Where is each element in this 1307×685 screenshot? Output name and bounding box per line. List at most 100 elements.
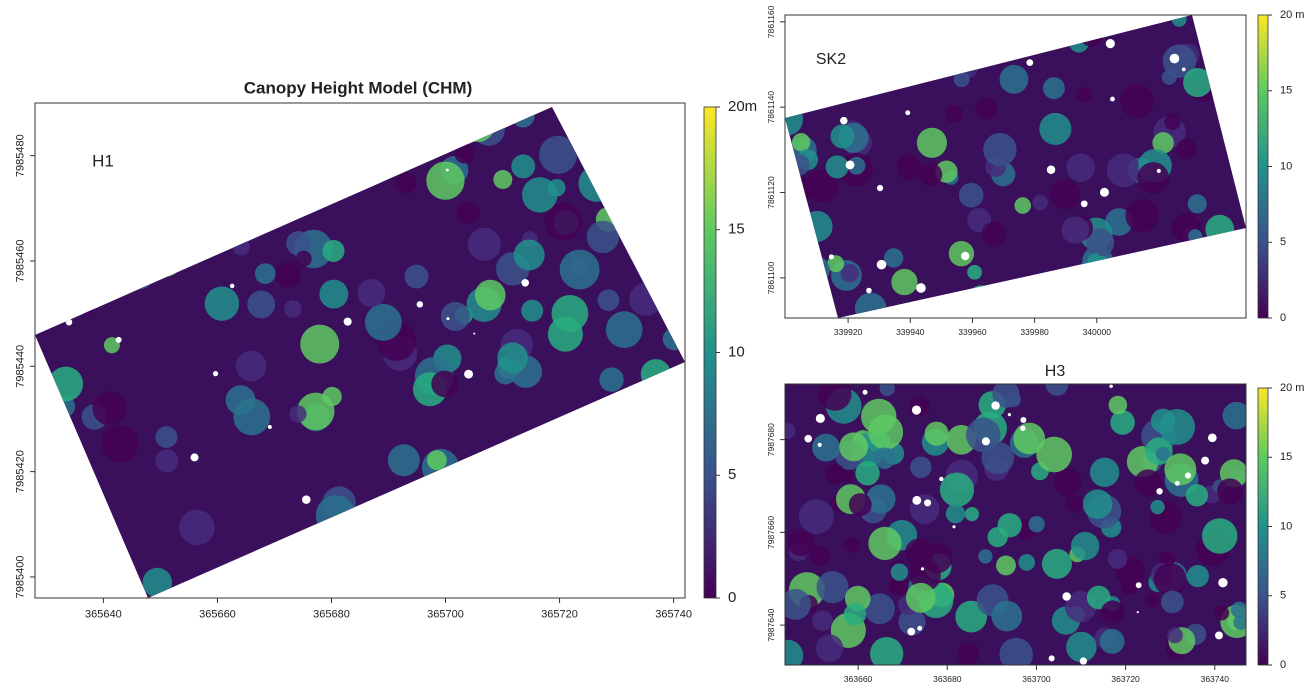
gap — [1137, 611, 1139, 613]
canopy-blob — [849, 493, 872, 516]
gap — [1110, 97, 1115, 102]
canopy-blob — [982, 222, 1006, 246]
gap — [1109, 385, 1112, 388]
canopy-blob — [1065, 495, 1083, 513]
canopy-blob — [959, 183, 984, 208]
gap — [846, 160, 855, 169]
gap — [982, 437, 990, 445]
canopy-blob — [404, 265, 428, 289]
colorbar — [704, 107, 716, 598]
canopy-blob — [476, 449, 515, 488]
canopy-blob — [355, 153, 376, 174]
y-tick-label: 7985480 — [14, 134, 26, 177]
gap — [639, 216, 649, 226]
canopy-blob — [589, 509, 629, 549]
canopy-blob — [949, 241, 974, 266]
gap — [863, 390, 868, 395]
canopy-blob — [1204, 295, 1235, 326]
gap — [1208, 433, 1217, 442]
canopy-blob — [983, 133, 1016, 166]
gap — [476, 528, 479, 531]
x-tick-label: 365720 — [541, 609, 578, 621]
x-tick-label: 363740 — [1201, 674, 1230, 684]
canopy-blob — [855, 461, 879, 485]
gap — [866, 288, 872, 294]
canopy-blob — [255, 130, 279, 154]
canopy-blob — [641, 359, 671, 389]
canopy-blob — [772, 640, 803, 671]
gap — [816, 414, 825, 423]
y-tick-label: 7861140 — [766, 91, 776, 124]
canopy-blob — [780, 423, 796, 439]
canopy-blob — [1114, 256, 1136, 278]
gap — [454, 544, 457, 547]
gap — [818, 443, 822, 447]
gap — [840, 117, 848, 125]
canopy-blob — [500, 529, 517, 546]
canopy-blob — [522, 177, 557, 212]
gap — [1010, 291, 1017, 298]
canopy-blob — [946, 504, 965, 523]
canopy-blob — [497, 342, 528, 373]
canopy-blob — [236, 351, 267, 382]
canopy-blob — [812, 610, 833, 631]
canopy-blob — [323, 577, 350, 604]
canopy-blob — [322, 240, 344, 262]
x-tick-label: 365640 — [85, 609, 122, 621]
canopy-blob — [401, 562, 424, 585]
canopy-blob — [839, 432, 868, 461]
colorbar-tick-label: 5 — [728, 466, 736, 483]
canopy-blob — [844, 537, 860, 553]
gap — [1106, 39, 1115, 48]
canopy-blob — [775, 68, 801, 94]
canopy-blob — [561, 436, 596, 471]
canopy-blob — [1120, 577, 1138, 595]
canopy-blob — [667, 196, 698, 227]
canopy-blob — [925, 422, 949, 446]
canopy-blob — [1108, 549, 1128, 569]
canopy-blob — [296, 251, 312, 267]
canopy-blob — [583, 108, 617, 142]
canopy-blob — [810, 545, 830, 565]
canopy-blob — [641, 439, 661, 459]
colorbar-tick-label: 20m — [728, 98, 757, 115]
canopy-blob — [1109, 396, 1128, 415]
y-tick-label: 7861160 — [766, 5, 776, 38]
canopy-blob — [548, 317, 583, 352]
canopy-blob — [645, 484, 677, 516]
canopy-blob — [1167, 627, 1183, 643]
canopy-blob — [1183, 68, 1212, 97]
canopy-blob — [101, 190, 127, 216]
canopy-blob — [1212, 54, 1231, 73]
gap — [521, 279, 529, 287]
canopy-blob — [489, 534, 526, 571]
canopy-blob — [816, 571, 848, 603]
canopy-blob — [1205, 215, 1234, 244]
gap — [1157, 169, 1161, 173]
x-tick-label: 340000 — [1083, 327, 1112, 337]
canopy-blob — [135, 130, 158, 153]
colorbar-tick-label: 5 — [1280, 236, 1286, 248]
colorbar-tick-label: 0 — [728, 589, 736, 606]
canopy-blob — [793, 58, 818, 83]
canopy-blob — [967, 265, 982, 280]
x-tick-label: 363660 — [844, 674, 873, 684]
gap — [264, 581, 272, 589]
gap — [446, 169, 449, 172]
canopy-blob — [1209, 23, 1228, 42]
gap — [572, 109, 581, 118]
canopy-blob — [844, 603, 866, 625]
canopy-blob — [619, 428, 650, 459]
gap — [991, 401, 999, 409]
gap — [344, 318, 352, 326]
canopy-blob — [578, 166, 614, 202]
canopy-blob — [277, 181, 307, 211]
canopy-blob — [576, 406, 615, 445]
colorbar-tick-label: 15 — [1280, 85, 1292, 97]
canopy-blob — [365, 304, 402, 341]
y-tick-label: 7987660 — [766, 516, 776, 549]
canopy-blob — [1172, 12, 1187, 27]
canopy-blob — [521, 300, 543, 322]
canopy-blob — [395, 489, 426, 520]
canopy-blob — [156, 426, 178, 448]
